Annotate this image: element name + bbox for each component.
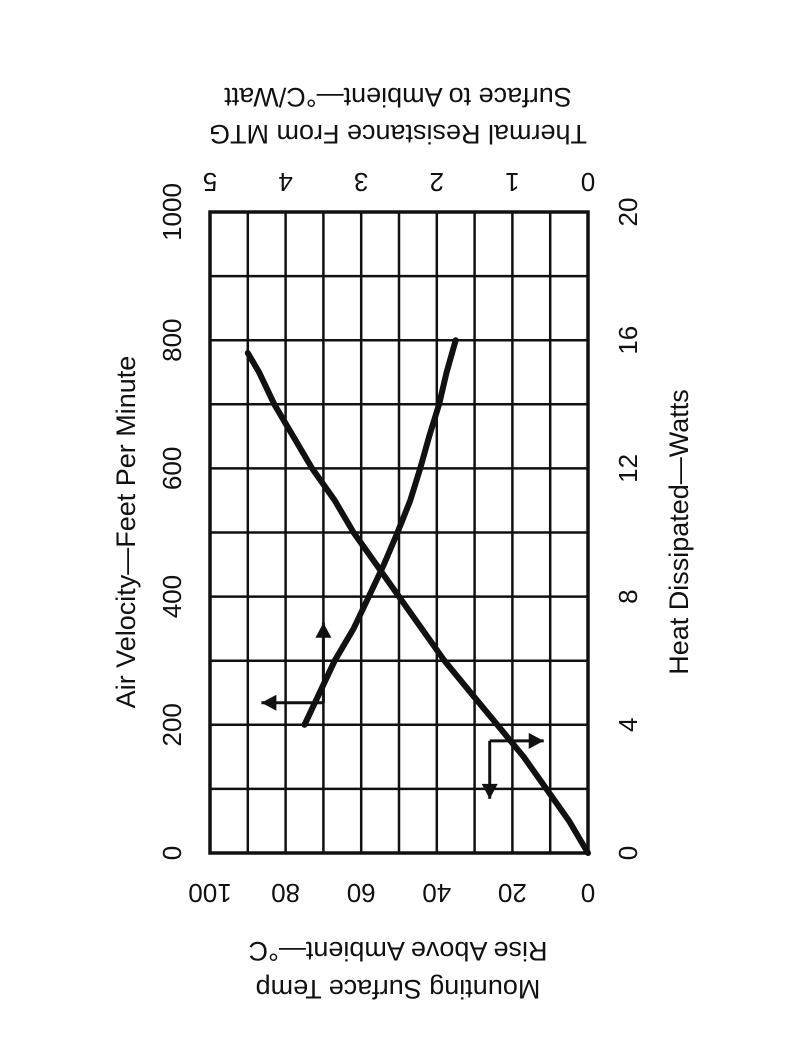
series-line-1 [244,350,591,856]
tick-label-right: 2 [430,167,444,197]
tick-label-left: 100 [188,878,231,908]
title-top-axis: Air Velocity—Feet Per Minute [111,356,141,709]
tick-label-bottom: 16 [613,326,643,355]
tick-label-bottom: 20 [613,198,643,227]
tick-label-right: 0 [581,167,595,197]
indicator-arrow-to-top-axis [315,622,332,703]
title-bottom-axis: Heat Dissipated—Watts [664,389,694,675]
tick-label-top: 800 [157,319,187,362]
series-line-2 [301,337,459,728]
tick-label-left: 60 [347,878,376,908]
title-left-axis-line2: Rise Above Ambient—°C [249,936,548,966]
tick-label-right: 4 [278,167,292,197]
tick-label-left: 40 [422,878,451,908]
axis-indicators [261,622,544,799]
indicator-arrow-to-right-axis [261,694,324,711]
tick-label-left: 0 [581,878,595,908]
tick-label-top: 0 [157,846,187,860]
indicator-arrow-to-bottom-axis [481,740,498,799]
title-right-axis-line2: Surface to Ambient—°C/Watt [224,82,572,112]
tick-label-bottom: 8 [613,589,643,603]
tick-label-bottom: 12 [613,454,643,483]
tick-label-top: 600 [157,447,187,490]
indicator-arrow-to-left-axis [489,732,544,749]
plot-frame [208,210,590,855]
title-left-axis-line1: Mounting Surface Temp [256,974,541,1004]
tick-label-right: 5 [203,167,217,197]
title-right-axis-line1: Thermal Resistance From MTG [209,119,587,149]
tick-label-right: 3 [354,167,368,197]
tick-label-top: 200 [157,703,187,746]
tick-label-right: 1 [505,167,519,197]
tick-labels: 0481216200200400600800100002040608010001… [157,167,643,908]
tick-label-left: 80 [271,878,300,908]
tick-label-top: 1000 [157,183,187,241]
grid [210,212,588,853]
tick-label-bottom: 4 [613,718,643,732]
tick-label-left: 20 [498,878,527,908]
curves [244,337,591,856]
tick-label-bottom: 0 [613,846,643,860]
tick-label-top: 400 [157,575,187,618]
